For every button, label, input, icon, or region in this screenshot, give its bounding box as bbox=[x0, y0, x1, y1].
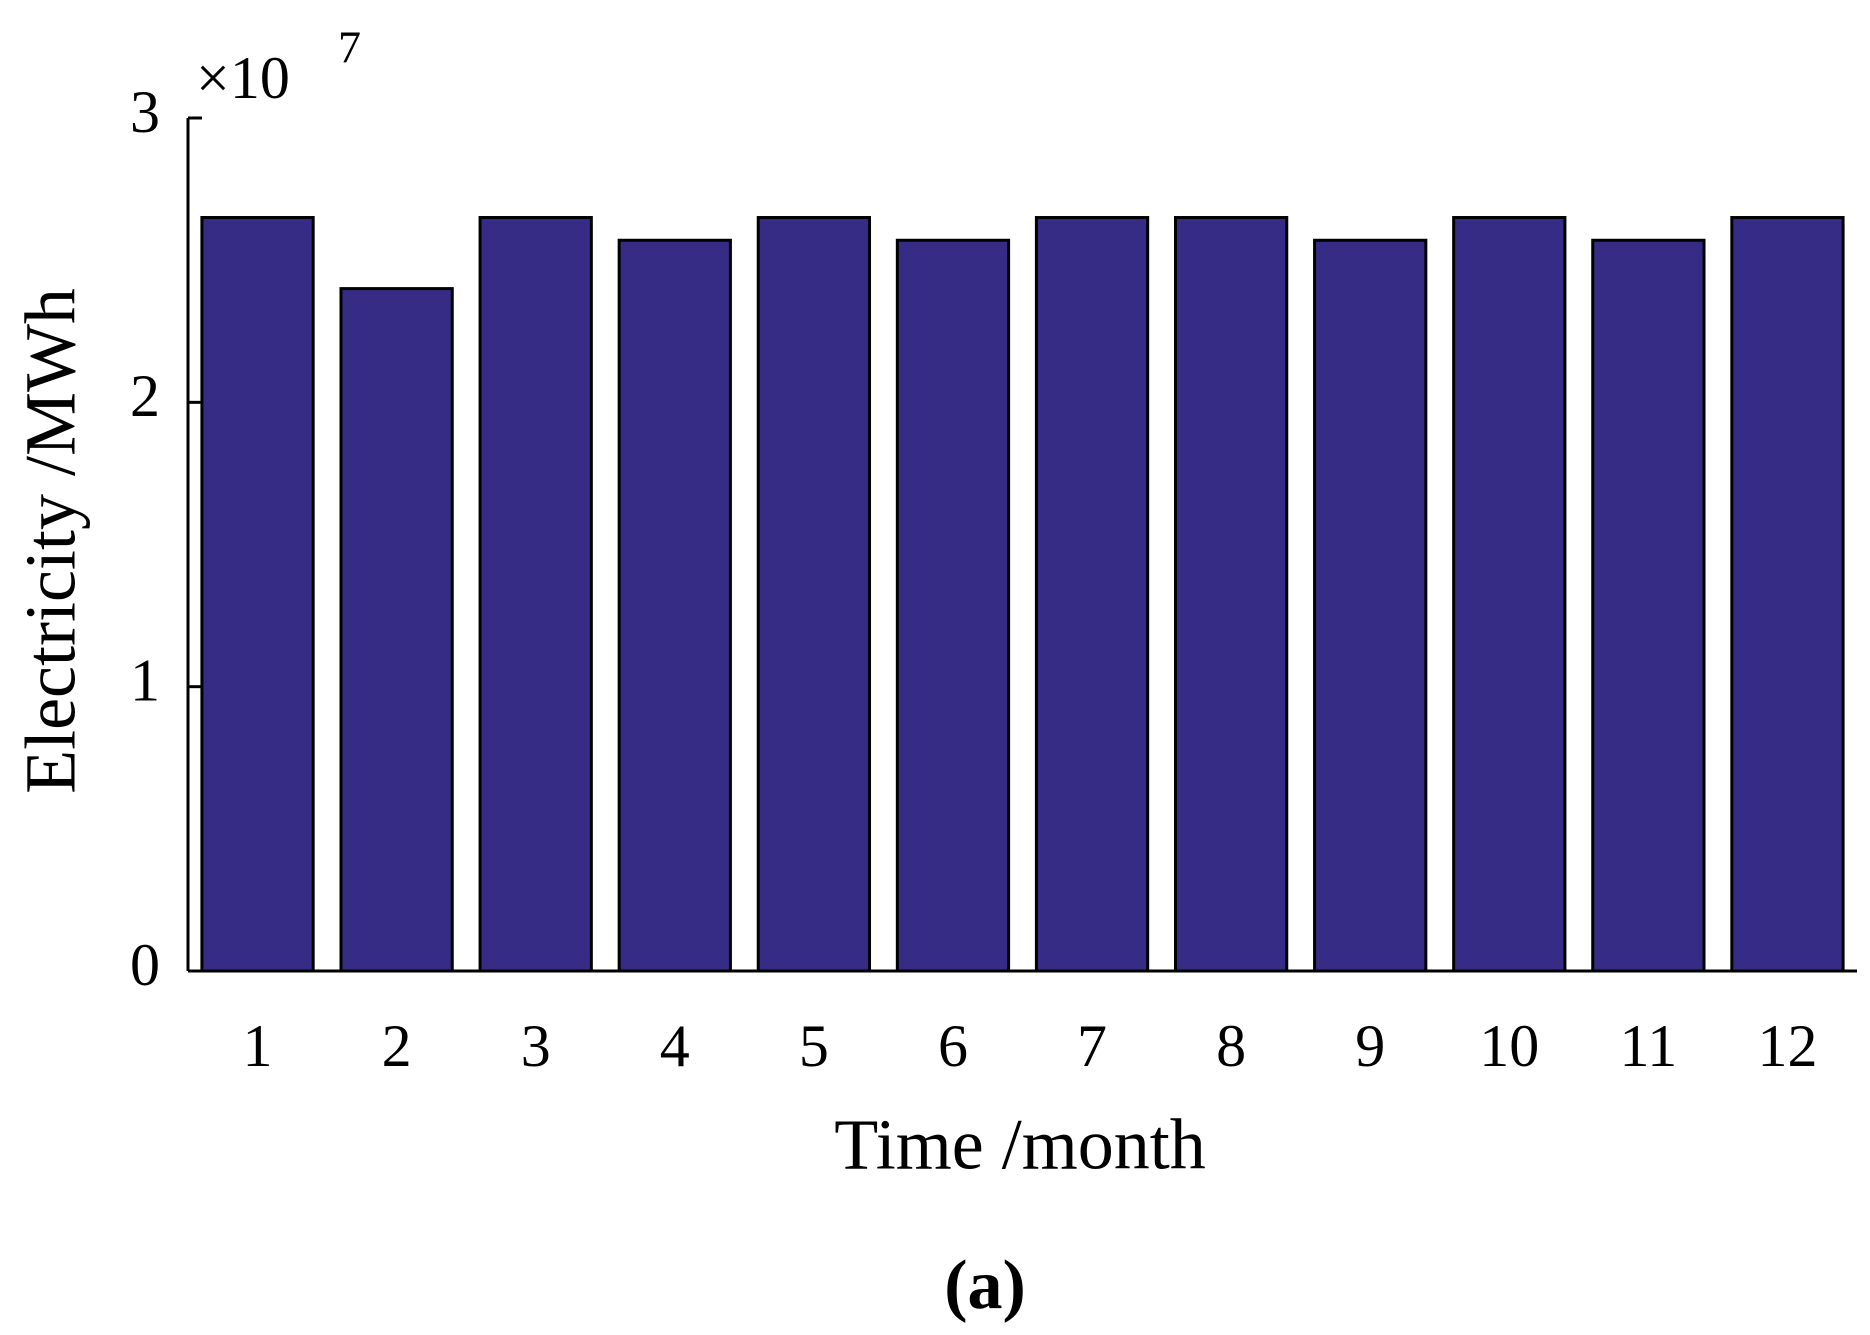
x-tick-label: 9 bbox=[1355, 1013, 1385, 1079]
bar bbox=[200, 216, 315, 973]
y-tick-label: 0 bbox=[130, 932, 160, 998]
caption: (a) bbox=[944, 1247, 1026, 1324]
y-multiplier: ×10 bbox=[196, 45, 290, 111]
bar bbox=[1591, 238, 1706, 973]
y-tick-label: 2 bbox=[130, 363, 160, 429]
x-tick-label: 7 bbox=[1077, 1013, 1107, 1079]
x-tick-label: 6 bbox=[938, 1013, 968, 1079]
x-tick-label: 5 bbox=[799, 1013, 829, 1079]
x-tick-label: 3 bbox=[521, 1013, 551, 1079]
bar bbox=[1730, 216, 1845, 973]
bar bbox=[1173, 216, 1289, 973]
x-tick-label: 12 bbox=[1757, 1013, 1817, 1079]
bar bbox=[756, 216, 872, 973]
bar bbox=[339, 287, 454, 973]
bar bbox=[1313, 238, 1428, 973]
x-axis-title: Time /month bbox=[834, 1105, 1205, 1185]
y-tick-label: 1 bbox=[130, 647, 160, 713]
y-multiplier-exponent: 7 bbox=[338, 22, 361, 73]
bar bbox=[478, 216, 593, 973]
bar bbox=[617, 238, 732, 973]
x-tick-label: 1 bbox=[243, 1013, 273, 1079]
y-tick-label: 3 bbox=[130, 79, 160, 145]
bar bbox=[1452, 216, 1567, 973]
x-tick-label: 4 bbox=[660, 1013, 690, 1079]
x-tick-label: 11 bbox=[1619, 1013, 1677, 1079]
bar bbox=[1034, 216, 1150, 973]
bar bbox=[895, 238, 1011, 973]
y-axis-title: Electricity /MWh bbox=[11, 288, 91, 794]
x-tick-label: 10 bbox=[1479, 1013, 1539, 1079]
x-tick-label: 8 bbox=[1216, 1013, 1246, 1079]
x-tick-label: 2 bbox=[382, 1013, 412, 1079]
